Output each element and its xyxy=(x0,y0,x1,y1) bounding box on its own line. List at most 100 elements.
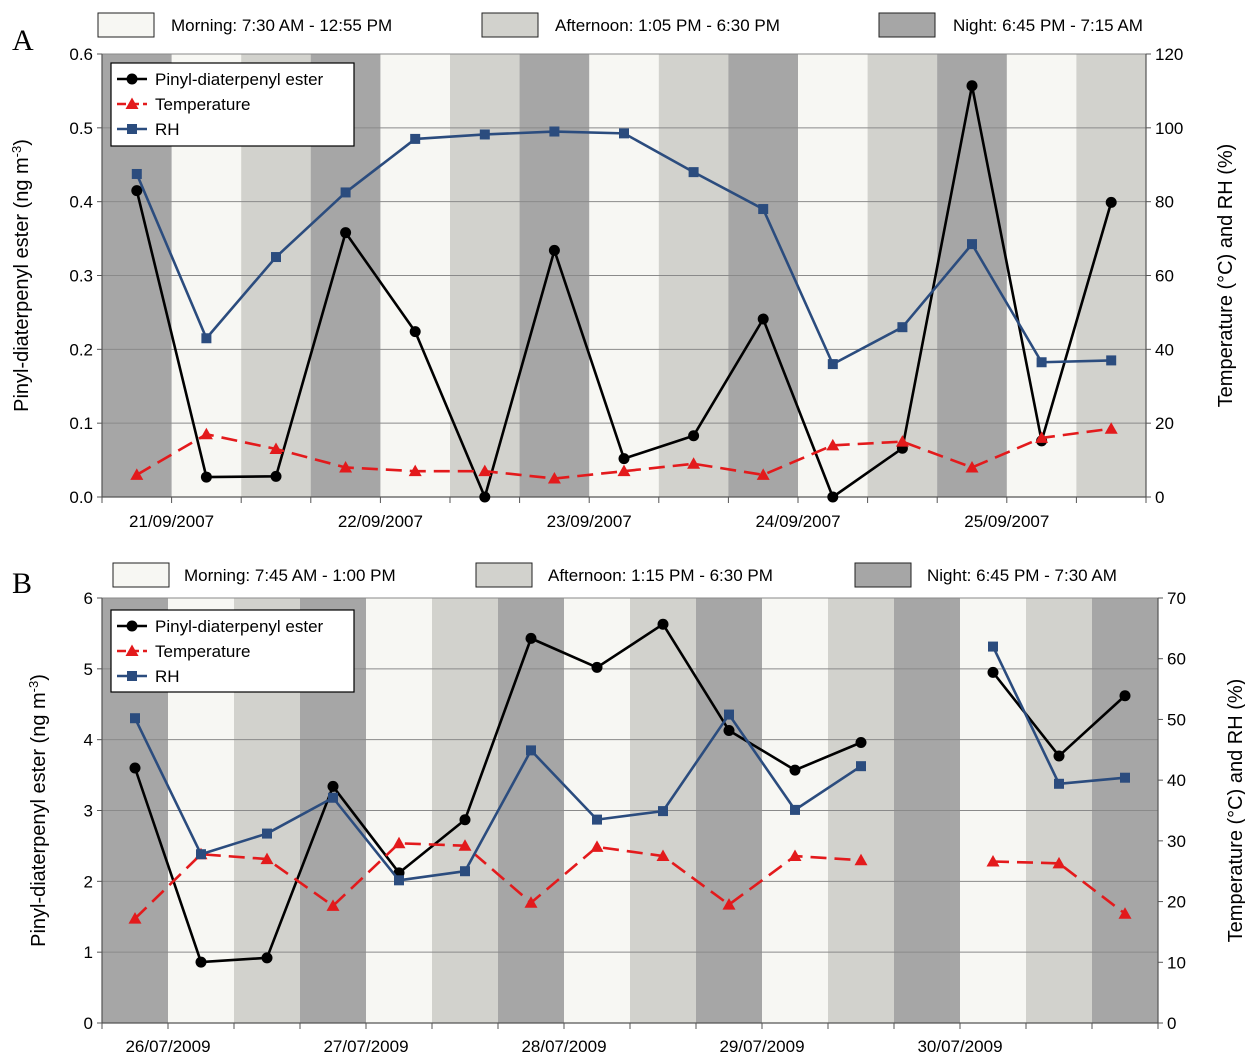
data-point xyxy=(261,952,273,964)
period-key-afternoon xyxy=(475,562,533,588)
data-point xyxy=(262,828,272,839)
y-axis-title-sup: -3 xyxy=(9,146,24,158)
data-point xyxy=(478,464,492,477)
legend-box xyxy=(110,62,355,147)
data-point xyxy=(200,471,212,483)
y2-axis-title: Temperature (°C) and RH (%) xyxy=(1215,144,1237,408)
period-key-morning xyxy=(97,12,155,38)
series-pinyl-diaterpenyl-ester xyxy=(131,80,1117,503)
data-point xyxy=(479,491,491,503)
y-tick-label: 2 xyxy=(84,872,93,891)
legend-marker xyxy=(126,73,138,85)
y2-tick-label: 120 xyxy=(1155,45,1183,64)
y2-tick-label: 0 xyxy=(1155,488,1164,507)
y-tick-label: 0.1 xyxy=(69,414,93,433)
series-temperature xyxy=(130,422,1118,484)
data-point xyxy=(526,745,536,756)
data-point xyxy=(270,470,282,482)
x-tick-label: 30/07/2009 xyxy=(917,1037,1002,1056)
data-point xyxy=(131,168,142,179)
data-point xyxy=(987,666,999,678)
data-point xyxy=(618,453,630,465)
x-tick-label: 29/07/2009 xyxy=(719,1037,804,1056)
data-point xyxy=(409,326,421,338)
data-point xyxy=(1052,856,1066,869)
data-point xyxy=(547,472,561,484)
period-key-label: Morning: 7:45 AM - 1:00 PM xyxy=(184,566,396,585)
period-key-label: Afternoon: 1:05 PM - 6:30 PM xyxy=(555,16,780,35)
y-tick-label: 4 xyxy=(84,731,93,750)
legend-label: Temperature xyxy=(155,95,250,114)
y2-tick-label: 70 xyxy=(1167,589,1186,608)
data-point xyxy=(722,898,736,910)
x-tick-label: 25/09/2007 xyxy=(964,512,1049,531)
legend: Pinyl-diaterpenyl ester Temperature RH xyxy=(110,609,355,693)
data-point xyxy=(129,762,141,774)
data-point xyxy=(340,187,351,198)
legend-marker xyxy=(127,124,137,134)
period-key-label: Night: 6:45 PM - 7:15 AM xyxy=(953,16,1143,35)
y-tick-label: 3 xyxy=(84,802,93,821)
data-point xyxy=(339,460,353,473)
y-axis-title-end: ) xyxy=(11,139,33,146)
data-point xyxy=(392,836,406,849)
y-tick-label: 0.2 xyxy=(69,340,93,359)
data-point xyxy=(895,435,909,447)
y2-tick-label: 30 xyxy=(1167,832,1186,851)
data-point xyxy=(128,912,142,924)
y-tick-label: 0.3 xyxy=(69,267,93,286)
x-tick-label: 24/09/2007 xyxy=(755,512,840,531)
legend-marker xyxy=(125,644,139,656)
data-point xyxy=(271,252,281,263)
data-point xyxy=(854,853,868,866)
period-key-label: Morning: 7:30 AM - 12:55 PM xyxy=(171,16,392,35)
data-point xyxy=(758,204,769,215)
data-point xyxy=(525,632,537,644)
data-point xyxy=(590,840,604,852)
data-point xyxy=(195,956,207,968)
data-point xyxy=(1054,778,1064,789)
y-tick-label: 0.4 xyxy=(69,193,93,212)
data-point xyxy=(1119,690,1131,702)
period-key-morning xyxy=(112,562,170,588)
period-key-label: Night: 6:45 PM - 7:30 AM xyxy=(927,566,1117,585)
x-tick-label: 28/07/2009 xyxy=(521,1037,606,1056)
data-point xyxy=(199,427,213,440)
legend-marker xyxy=(127,671,137,681)
y-axis-title-main: Pinyl-diaterpenyl ester (ng m xyxy=(11,157,33,412)
series-line xyxy=(133,622,862,964)
legend-label: Pinyl-diaterpenyl ester xyxy=(155,617,324,636)
data-point xyxy=(410,133,421,144)
period-key-label: Afternoon: 1:15 PM - 6:30 PM xyxy=(548,566,773,585)
chart-panel-a: A 0.0 0.1 0.2 0.3 0.4 0.5 0.6 0 20 40 60 80 100 120 21/… xyxy=(9,12,1237,531)
data-point xyxy=(591,661,603,673)
data-point xyxy=(687,457,701,469)
data-point xyxy=(619,128,629,139)
y-tick-label: 0 xyxy=(84,1014,93,1033)
data-point xyxy=(408,464,422,477)
data-point xyxy=(196,849,206,860)
data-point xyxy=(966,80,978,92)
data-point xyxy=(756,468,770,480)
legend-label: Temperature xyxy=(155,642,250,661)
y2-tick-label: 40 xyxy=(1167,771,1186,790)
series-line xyxy=(134,841,862,920)
data-point xyxy=(479,129,490,140)
y2-tick-label: 10 xyxy=(1167,953,1186,972)
period-key-night xyxy=(878,12,936,38)
data-point xyxy=(688,430,700,442)
y2-tick-label: 40 xyxy=(1155,340,1174,359)
data-point xyxy=(790,804,800,815)
x-tick-label: 26/07/2009 xyxy=(125,1037,210,1056)
data-point xyxy=(1035,431,1049,443)
data-point xyxy=(827,491,839,503)
data-point xyxy=(855,737,867,748)
legend-marker xyxy=(126,620,138,632)
legend-label: RH xyxy=(155,120,180,139)
y-tick-label: 0.6 xyxy=(69,45,93,64)
data-point xyxy=(459,814,471,826)
data-point xyxy=(788,849,802,862)
x-tick-label: 23/09/2007 xyxy=(547,512,632,531)
